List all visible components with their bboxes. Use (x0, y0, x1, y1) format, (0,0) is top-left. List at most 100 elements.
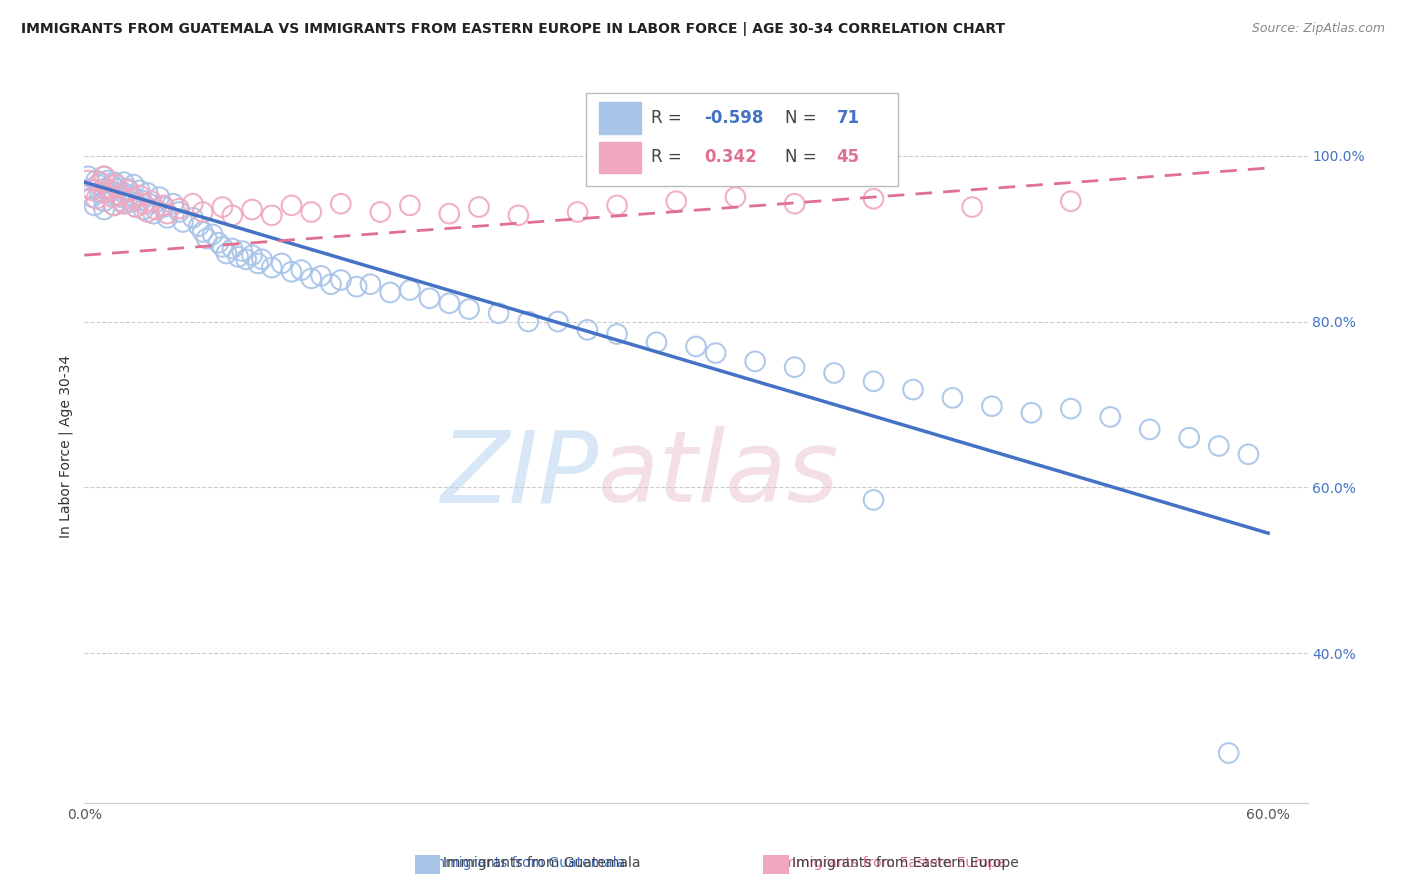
Point (121, 195, 143, 210)
Point (142, 207, 165, 221)
Point (181, 196, 204, 211)
Point (87, 178, 110, 192)
Point (191, 225, 214, 239)
Point (93, 169, 115, 184)
Point (606, 326, 628, 341)
Point (299, 205, 322, 219)
Point (783, 360, 806, 375)
Text: IMMIGRANTS FROM GUATEMALA VS IMMIGRANTS FROM EASTERN EUROPE IN LABOR FORCE | AGE: IMMIGRANTS FROM GUATEMALA VS IMMIGRANTS … (21, 22, 1005, 37)
Text: R =: R = (651, 109, 686, 127)
Point (240, 202, 263, 217)
Point (112, 175, 135, 189)
Point (380, 285, 402, 300)
Point (744, 354, 766, 368)
Point (152, 198, 174, 212)
Point (84, 173, 107, 187)
Point (280, 198, 302, 212)
Point (131, 194, 153, 208)
Point (181, 211, 204, 225)
Point (211, 240, 233, 254)
Point (121, 192, 143, 206)
Point (103, 175, 125, 189)
Point (93, 182, 115, 196)
Point (508, 208, 530, 222)
Point (783, 196, 806, 211)
Point (240, 248, 263, 262)
Point (1060, 401, 1083, 416)
Point (862, 192, 884, 206)
Point (1139, 422, 1161, 436)
Text: ZIP: ZIP (440, 426, 598, 523)
Point (547, 314, 569, 328)
Point (162, 196, 184, 211)
Point (399, 198, 422, 212)
Text: -0.598: -0.598 (704, 109, 763, 127)
Point (329, 273, 352, 287)
Point (329, 196, 352, 211)
Point (145, 202, 167, 217)
Point (1060, 194, 1083, 209)
Point (399, 283, 422, 297)
Point (645, 335, 668, 350)
Point (823, 366, 845, 380)
Point (77, 169, 100, 184)
Point (246, 256, 269, 270)
Point (167, 202, 190, 216)
Point (97, 182, 120, 196)
Point (1208, 439, 1230, 453)
Text: ⬜ Immigrants from Eastern Europe: ⬜ Immigrants from Eastern Europe (766, 856, 1005, 871)
Text: 71: 71 (837, 109, 859, 127)
Point (439, 207, 461, 221)
Point (93, 202, 115, 217)
Point (138, 196, 160, 211)
Point (665, 194, 688, 209)
Point (1021, 406, 1043, 420)
Point (1218, 746, 1240, 760)
Point (156, 211, 179, 225)
Point (107, 182, 129, 196)
Point (118, 188, 141, 202)
Point (270, 256, 292, 270)
Point (980, 399, 1002, 413)
Point (260, 260, 283, 275)
Point (101, 178, 124, 192)
Point (606, 198, 628, 212)
Point (195, 231, 218, 245)
Point (704, 346, 727, 360)
Point (211, 200, 233, 214)
Point (576, 323, 599, 337)
Point (79, 182, 101, 196)
Point (319, 277, 342, 292)
Point (901, 383, 924, 397)
Point (132, 196, 155, 211)
Point (941, 391, 963, 405)
Point (122, 190, 145, 204)
Point (104, 178, 127, 192)
Point (221, 242, 243, 256)
Point (148, 190, 170, 204)
Point (97, 173, 120, 187)
Point (221, 208, 243, 222)
FancyBboxPatch shape (599, 103, 641, 134)
Point (112, 196, 135, 211)
Point (201, 227, 224, 242)
Point (103, 188, 125, 202)
Text: 0.342: 0.342 (704, 148, 758, 167)
Point (517, 314, 540, 328)
Point (136, 186, 159, 200)
Point (82, 190, 104, 204)
Point (215, 246, 238, 260)
Point (111, 194, 134, 209)
Text: Immigrants from Guatemala: Immigrants from Guatemala (443, 856, 640, 871)
Point (299, 271, 322, 285)
Point (117, 182, 139, 196)
Point (156, 207, 179, 221)
Point (112, 196, 135, 211)
Point (167, 205, 190, 219)
FancyBboxPatch shape (599, 142, 641, 173)
FancyBboxPatch shape (586, 93, 898, 186)
Point (117, 183, 139, 197)
Point (368, 205, 391, 219)
Point (141, 194, 163, 209)
Point (685, 339, 707, 353)
